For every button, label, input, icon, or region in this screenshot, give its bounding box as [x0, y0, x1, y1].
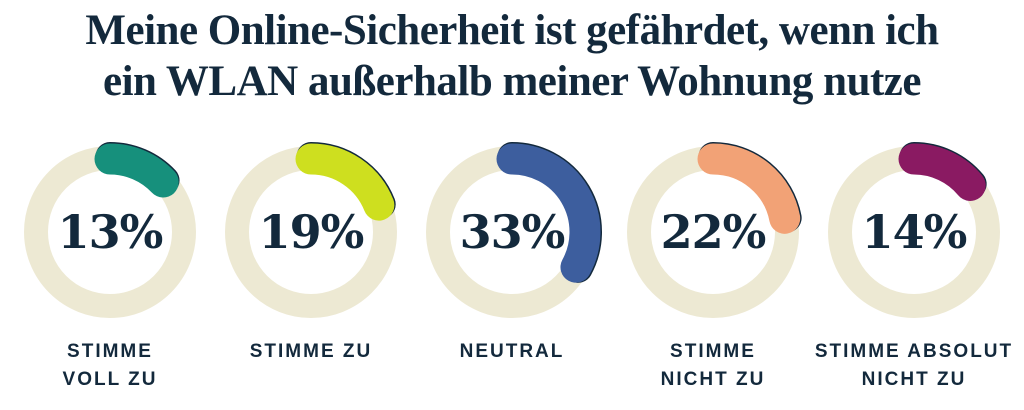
percent-number: 19: [258, 205, 322, 259]
donut-row: 13% STIMME VOLL ZU 19% STIMME ZU 33% NEUTRAL 2…: [0, 140, 1024, 394]
chart-title: Meine Online-Sicherheit ist gefährdet, w…: [85, 7, 939, 105]
donut-ring: 14%: [822, 140, 1006, 324]
category-label: STIMME ZU: [249, 341, 373, 362]
donut-ring: 13%: [18, 140, 202, 324]
donut-ring: 19%: [219, 140, 403, 324]
percent-value: 14%: [822, 140, 1006, 324]
donut-value-arc: [898, 143, 986, 201]
percent-sign: %: [119, 205, 164, 259]
percent-value: 19%: [219, 140, 403, 324]
percent-sign: %: [722, 205, 767, 259]
donut-chart-stimme-nicht-zu: 22% STIMME NICHT ZU: [613, 140, 813, 394]
donut-svg: [828, 142, 1000, 318]
donut-svg: [225, 142, 397, 318]
percent-sign: %: [923, 205, 968, 259]
percent-value: 13%: [18, 140, 202, 324]
donut-value-arc: [496, 143, 601, 283]
donut-svg: [426, 142, 602, 318]
donut-chart-stimme-voll-zu: 13% STIMME VOLL ZU: [10, 140, 210, 394]
donut-svg: [627, 142, 802, 318]
donut-ring: 33%: [420, 140, 604, 324]
donut-ring: 22%: [621, 140, 805, 324]
percent-number: 22: [660, 205, 724, 259]
percent-number: 13: [57, 205, 121, 259]
category-label: NEUTRAL: [459, 341, 565, 362]
donut-value-arc: [295, 143, 395, 221]
donut-chart-stimme-absolut-nicht-zu: 14% STIMME ABSOLUT NICHT ZU: [814, 140, 1014, 394]
percent-number: 14: [861, 205, 925, 259]
percent-sign: %: [320, 205, 365, 259]
category-label: STIMME ABSOLUT NICHT ZU: [814, 341, 1014, 390]
percent-value: 22%: [621, 140, 805, 324]
percent-number: 33: [459, 205, 523, 259]
donut-value-arc: [697, 143, 801, 234]
category-label: STIMME VOLL ZU: [62, 341, 158, 390]
category-label: STIMME NICHT ZU: [660, 341, 766, 390]
donut-svg: [24, 142, 196, 318]
percent-value: 33%: [420, 140, 604, 324]
donut-chart-stimme-zu: 19% STIMME ZU: [211, 140, 411, 394]
percent-sign: %: [521, 205, 566, 259]
donut-chart-neutral: 33% NEUTRAL: [412, 140, 612, 394]
donut-value-arc: [94, 143, 179, 198]
